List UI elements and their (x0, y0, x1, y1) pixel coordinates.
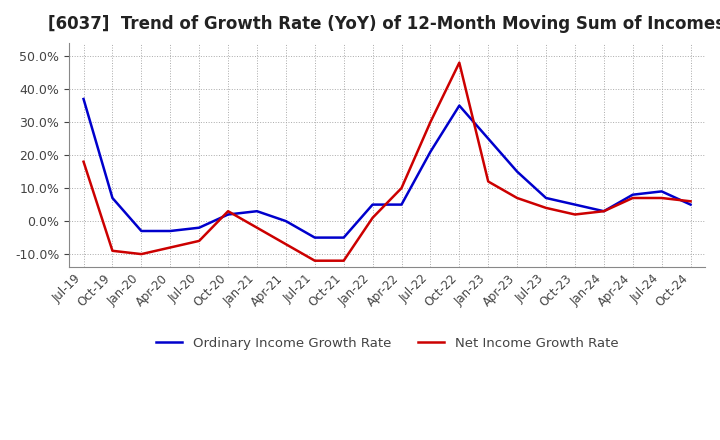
Ordinary Income Growth Rate (541, 195, 550, 201)
Net Income Growth Rate (686, 198, 695, 204)
Net Income Growth Rate (397, 185, 406, 191)
Ordinary Income Growth Rate (108, 195, 117, 201)
Ordinary Income Growth Rate (397, 202, 406, 207)
Net Income Growth Rate (600, 209, 608, 214)
Net Income Growth Rate (571, 212, 580, 217)
Ordinary Income Growth Rate (368, 202, 377, 207)
Ordinary Income Growth Rate (79, 96, 88, 102)
Net Income Growth Rate (195, 238, 204, 243)
Ordinary Income Growth Rate (657, 189, 666, 194)
Net Income Growth Rate (310, 258, 319, 264)
Ordinary Income Growth Rate (339, 235, 348, 240)
Line: Net Income Growth Rate: Net Income Growth Rate (84, 62, 690, 261)
Ordinary Income Growth Rate (310, 235, 319, 240)
Net Income Growth Rate (282, 242, 290, 247)
Ordinary Income Growth Rate (282, 218, 290, 224)
Net Income Growth Rate (224, 209, 233, 214)
Net Income Growth Rate (253, 225, 261, 230)
Line: Ordinary Income Growth Rate: Ordinary Income Growth Rate (84, 99, 690, 238)
Title: [6037]  Trend of Growth Rate (YoY) of 12-Month Moving Sum of Incomes: [6037] Trend of Growth Rate (YoY) of 12-… (48, 15, 720, 33)
Ordinary Income Growth Rate (629, 192, 637, 197)
Net Income Growth Rate (166, 245, 174, 250)
Net Income Growth Rate (79, 159, 88, 164)
Ordinary Income Growth Rate (600, 209, 608, 214)
Net Income Growth Rate (657, 195, 666, 201)
Net Income Growth Rate (513, 195, 521, 201)
Legend: Ordinary Income Growth Rate, Net Income Growth Rate: Ordinary Income Growth Rate, Net Income … (150, 331, 624, 355)
Net Income Growth Rate (339, 258, 348, 264)
Ordinary Income Growth Rate (426, 149, 435, 154)
Ordinary Income Growth Rate (224, 212, 233, 217)
Ordinary Income Growth Rate (686, 202, 695, 207)
Ordinary Income Growth Rate (253, 209, 261, 214)
Ordinary Income Growth Rate (137, 228, 145, 234)
Net Income Growth Rate (368, 215, 377, 220)
Ordinary Income Growth Rate (571, 202, 580, 207)
Ordinary Income Growth Rate (166, 228, 174, 234)
Net Income Growth Rate (108, 248, 117, 253)
Net Income Growth Rate (137, 252, 145, 257)
Net Income Growth Rate (484, 179, 492, 184)
Net Income Growth Rate (455, 60, 464, 65)
Net Income Growth Rate (629, 195, 637, 201)
Net Income Growth Rate (426, 119, 435, 125)
Ordinary Income Growth Rate (455, 103, 464, 108)
Ordinary Income Growth Rate (513, 169, 521, 174)
Ordinary Income Growth Rate (195, 225, 204, 230)
Ordinary Income Growth Rate (484, 136, 492, 141)
Net Income Growth Rate (541, 205, 550, 210)
